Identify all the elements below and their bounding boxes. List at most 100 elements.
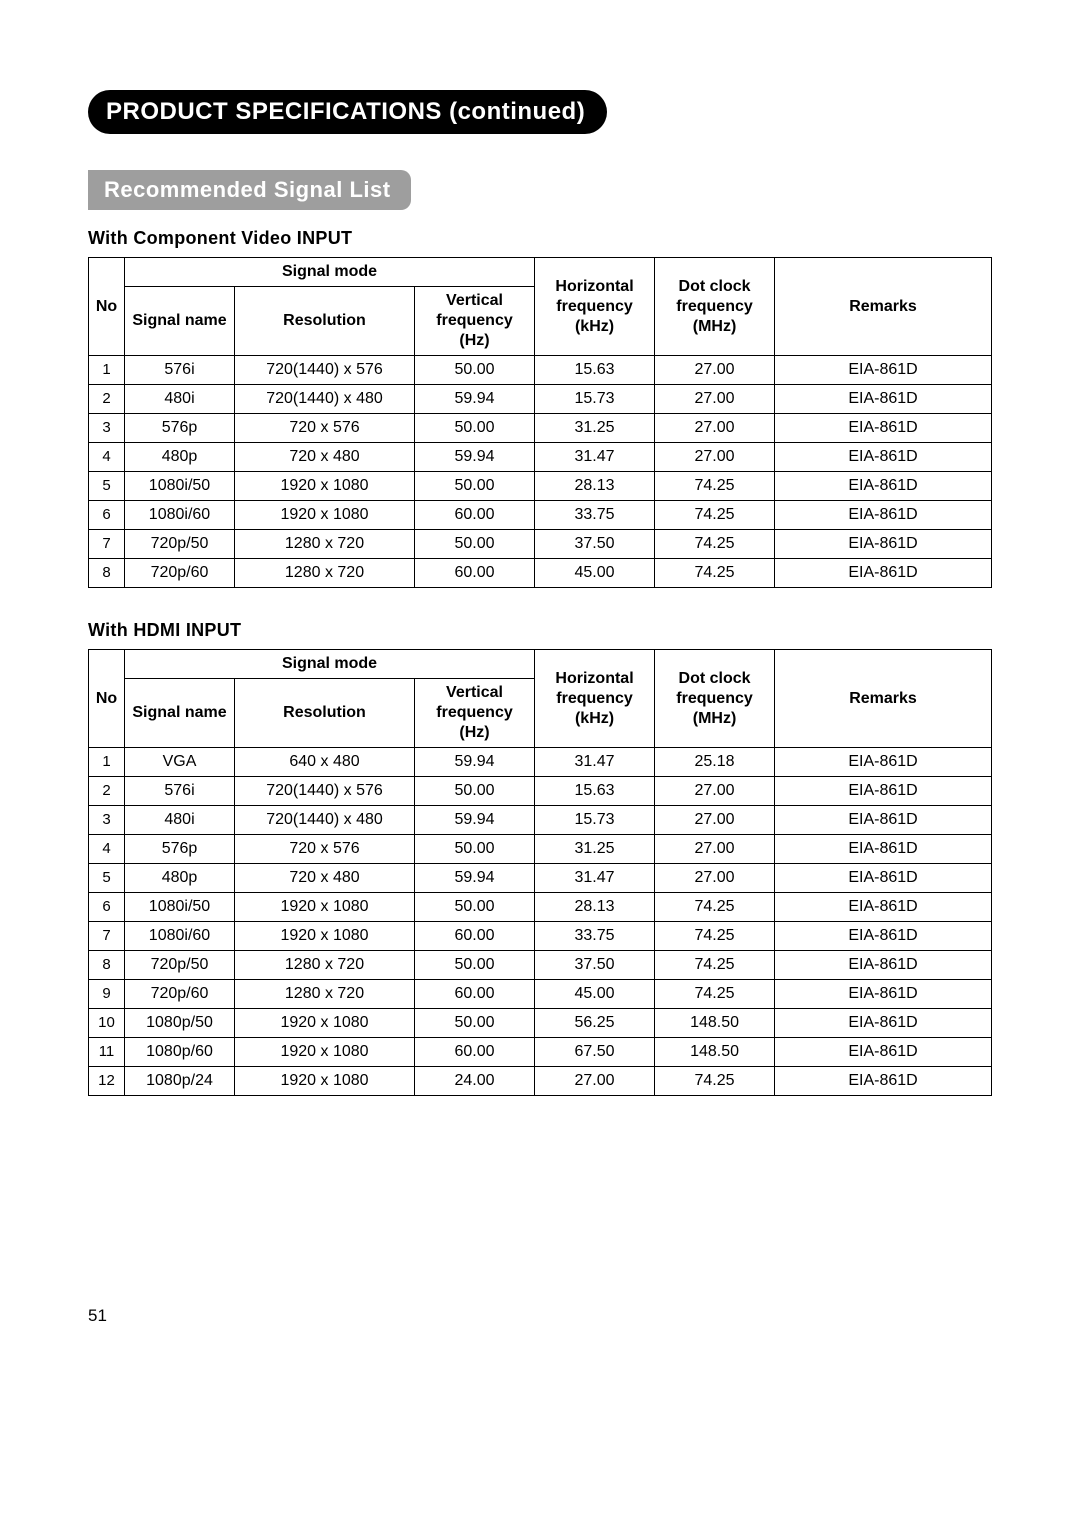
cell-dfreq: 27.00: [655, 443, 775, 472]
cell-no: 8: [89, 559, 125, 588]
table-row: 1576i720(1440) x 57650.0015.6327.00EIA-8…: [89, 356, 992, 385]
cell-remarks: EIA-861D: [775, 893, 992, 922]
cell-no: 3: [89, 806, 125, 835]
cell-dfreq: 27.00: [655, 835, 775, 864]
cell-dfreq: 25.18: [655, 748, 775, 777]
cell-dfreq: 27.00: [655, 777, 775, 806]
cell-dfreq: 74.25: [655, 951, 775, 980]
th-signal-mode: Signal mode: [125, 258, 535, 287]
cell-signal-name: VGA: [125, 748, 235, 777]
table-row: 8720p/601280 x 72060.0045.0074.25EIA-861…: [89, 559, 992, 588]
cell-remarks: EIA-861D: [775, 356, 992, 385]
cell-hfreq: 37.50: [535, 530, 655, 559]
cell-resolution: 720(1440) x 576: [235, 777, 415, 806]
cell-vfreq: 59.94: [415, 385, 535, 414]
cell-resolution: 1280 x 720: [235, 530, 415, 559]
cell-resolution: 1920 x 1080: [235, 922, 415, 951]
cell-resolution: 1920 x 1080: [235, 1009, 415, 1038]
cell-hfreq: 31.25: [535, 835, 655, 864]
cell-signal-name: 480i: [125, 806, 235, 835]
table-row: 71080i/601920 x 108060.0033.7574.25EIA-8…: [89, 922, 992, 951]
cell-no: 6: [89, 893, 125, 922]
table-row: 3576p720 x 57650.0031.2527.00EIA-861D: [89, 414, 992, 443]
cell-no: 6: [89, 501, 125, 530]
cell-no: 1: [89, 748, 125, 777]
cell-dfreq: 74.25: [655, 893, 775, 922]
cell-signal-name: 480i: [125, 385, 235, 414]
cell-dfreq: 27.00: [655, 806, 775, 835]
cell-signal-name: 1080i/50: [125, 893, 235, 922]
cell-remarks: EIA-861D: [775, 501, 992, 530]
th-resolution: Resolution: [235, 679, 415, 748]
cell-vfreq: 60.00: [415, 922, 535, 951]
table-row: 111080p/601920 x 108060.0067.50148.50EIA…: [89, 1038, 992, 1067]
cell-dfreq: 74.25: [655, 501, 775, 530]
cell-dfreq: 74.25: [655, 980, 775, 1009]
cell-no: 4: [89, 443, 125, 472]
cell-vfreq: 59.94: [415, 806, 535, 835]
table-header: No Signal mode Horizontal frequency (kHz…: [89, 650, 992, 748]
th-hfreq: Horizontal frequency (kHz): [535, 258, 655, 356]
section-title: Recommended Signal List: [88, 170, 411, 210]
cell-signal-name: 576i: [125, 777, 235, 806]
cell-hfreq: 67.50: [535, 1038, 655, 1067]
cell-remarks: EIA-861D: [775, 980, 992, 1009]
cell-hfreq: 33.75: [535, 501, 655, 530]
cell-no: 8: [89, 951, 125, 980]
cell-no: 5: [89, 472, 125, 501]
cell-signal-name: 1080i/50: [125, 472, 235, 501]
table-row: 7720p/501280 x 72050.0037.5074.25EIA-861…: [89, 530, 992, 559]
cell-hfreq: 33.75: [535, 922, 655, 951]
cell-remarks: EIA-861D: [775, 1067, 992, 1096]
cell-vfreq: 60.00: [415, 559, 535, 588]
cell-signal-name: 576p: [125, 414, 235, 443]
cell-vfreq: 50.00: [415, 835, 535, 864]
cell-remarks: EIA-861D: [775, 748, 992, 777]
cell-vfreq: 50.00: [415, 472, 535, 501]
th-dfreq: Dot clock frequency (MHz): [655, 258, 775, 356]
cell-signal-name: 1080p/50: [125, 1009, 235, 1038]
cell-remarks: EIA-861D: [775, 472, 992, 501]
cell-no: 7: [89, 530, 125, 559]
cell-hfreq: 15.63: [535, 777, 655, 806]
hdmi-table: No Signal mode Horizontal frequency (kHz…: [88, 649, 992, 1096]
cell-resolution: 720 x 480: [235, 443, 415, 472]
cell-signal-name: 576i: [125, 356, 235, 385]
cell-hfreq: 56.25: [535, 1009, 655, 1038]
cell-hfreq: 31.47: [535, 864, 655, 893]
table-row: 8720p/501280 x 72050.0037.5074.25EIA-861…: [89, 951, 992, 980]
cell-remarks: EIA-861D: [775, 951, 992, 980]
cell-vfreq: 50.00: [415, 893, 535, 922]
cell-remarks: EIA-861D: [775, 835, 992, 864]
cell-hfreq: 27.00: [535, 1067, 655, 1096]
th-no: No: [89, 258, 125, 356]
table-row: 4480p720 x 48059.9431.4727.00EIA-861D: [89, 443, 992, 472]
th-remarks: Remarks: [775, 650, 992, 748]
cell-hfreq: 45.00: [535, 559, 655, 588]
table2-caption: With HDMI INPUT: [88, 620, 992, 641]
cell-vfreq: 59.94: [415, 443, 535, 472]
th-vfreq: Vertical frequency (Hz): [415, 287, 535, 356]
cell-hfreq: 31.25: [535, 414, 655, 443]
cell-dfreq: 27.00: [655, 864, 775, 893]
component-video-table: No Signal mode Horizontal frequency (kHz…: [88, 257, 992, 588]
table-row: 61080i/501920 x 108050.0028.1374.25EIA-8…: [89, 893, 992, 922]
th-resolution: Resolution: [235, 287, 415, 356]
cell-resolution: 720 x 576: [235, 835, 415, 864]
cell-no: 11: [89, 1038, 125, 1067]
table-row: 9720p/601280 x 72060.0045.0074.25EIA-861…: [89, 980, 992, 1009]
cell-signal-name: 720p/50: [125, 530, 235, 559]
cell-hfreq: 28.13: [535, 472, 655, 501]
cell-resolution: 1920 x 1080: [235, 893, 415, 922]
cell-dfreq: 148.50: [655, 1009, 775, 1038]
cell-no: 7: [89, 922, 125, 951]
cell-hfreq: 15.73: [535, 806, 655, 835]
table-row: 101080p/501920 x 108050.0056.25148.50EIA…: [89, 1009, 992, 1038]
table-row: 5480p720 x 48059.9431.4727.00EIA-861D: [89, 864, 992, 893]
cell-vfreq: 50.00: [415, 530, 535, 559]
table-row: 1VGA640 x 48059.9431.4725.18EIA-861D: [89, 748, 992, 777]
cell-dfreq: 27.00: [655, 356, 775, 385]
cell-hfreq: 37.50: [535, 951, 655, 980]
table1-caption: With Component Video INPUT: [88, 228, 992, 249]
table-row: 3480i720(1440) x 48059.9415.7327.00EIA-8…: [89, 806, 992, 835]
